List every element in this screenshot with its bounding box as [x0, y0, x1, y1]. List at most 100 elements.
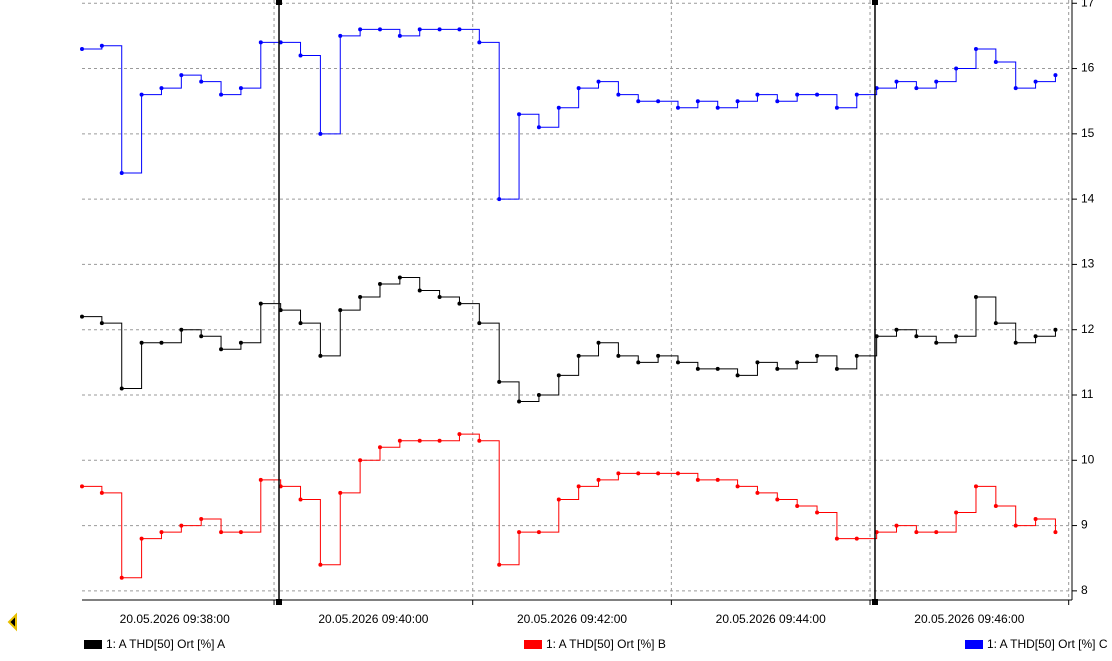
legend-label: 1: A THD[50] Ort [%] C [987, 637, 1108, 651]
data-point [993, 321, 998, 326]
data-point [377, 282, 382, 287]
data-point [556, 105, 561, 110]
data-point [934, 530, 939, 535]
data-point [179, 73, 184, 78]
y-tick-label: 13 [1081, 257, 1095, 271]
cursor-handle [276, 599, 283, 605]
data-point [358, 295, 363, 300]
data-point [99, 490, 104, 495]
data-point [338, 308, 343, 313]
data-point [596, 79, 601, 84]
data-point [338, 33, 343, 38]
data-point [656, 99, 661, 104]
data-point [318, 131, 323, 136]
data-point [99, 43, 104, 48]
data-point [457, 301, 462, 306]
cursor-handle [276, 0, 283, 5]
cursor-handle [871, 0, 878, 5]
data-point [576, 86, 581, 91]
data-point [934, 340, 939, 345]
data-point [735, 484, 740, 489]
data-point [576, 484, 581, 489]
scroll-left-button[interactable] [7, 612, 17, 632]
data-point [457, 432, 462, 437]
legend-swatch [524, 640, 542, 649]
data-point [973, 484, 978, 489]
data-point [934, 79, 939, 84]
data-point [517, 530, 522, 535]
data-point [219, 530, 224, 535]
data-point [358, 458, 363, 463]
data-point [695, 99, 700, 104]
data-point [854, 353, 859, 358]
data-point [656, 353, 661, 358]
data-point [298, 497, 303, 502]
data-point [238, 340, 243, 345]
x-tick-label: 20.05.2026 09:46:00 [914, 612, 1024, 626]
y-tick-label: 12 [1081, 322, 1095, 336]
data-point [377, 27, 382, 32]
data-point [894, 79, 899, 84]
cursor-handle [871, 599, 878, 605]
data-point [179, 523, 184, 528]
data-point [238, 530, 243, 535]
data-point [834, 536, 839, 541]
data-point [80, 314, 84, 319]
data-point [99, 321, 104, 326]
data-point [1033, 334, 1038, 339]
data-point [318, 562, 323, 567]
data-point [159, 340, 164, 345]
data-point [834, 366, 839, 371]
data-point [616, 92, 621, 97]
data-point [80, 484, 84, 489]
data-point [636, 99, 641, 104]
y-tick-label: 10 [1081, 452, 1095, 466]
data-point [815, 353, 820, 358]
data-point [219, 92, 224, 97]
data-point [755, 490, 760, 495]
data-point [1053, 530, 1058, 535]
data-point [80, 46, 84, 51]
data-point [1053, 327, 1058, 332]
data-point [954, 334, 959, 339]
data-point [894, 327, 899, 332]
data-point [477, 438, 482, 443]
data-point [834, 105, 839, 110]
data-point [675, 471, 680, 476]
data-point [1033, 517, 1038, 522]
data-point [576, 353, 581, 358]
data-point [199, 79, 204, 84]
legend-swatch [84, 640, 102, 649]
data-point [119, 171, 124, 176]
data-point [656, 471, 661, 476]
data-point [536, 392, 541, 397]
legend-label: 1: A THD[50] Ort [%] A [106, 637, 225, 651]
data-point [775, 497, 780, 502]
data-point [914, 334, 919, 339]
data-point [497, 197, 502, 202]
data-point [377, 445, 382, 450]
data-point [437, 27, 442, 32]
data-point [417, 288, 422, 293]
data-point [258, 40, 263, 45]
data-point [775, 366, 780, 371]
data-point [139, 340, 144, 345]
data-point [437, 295, 442, 300]
y-tick-label: 17 [1081, 0, 1095, 9]
data-point [795, 360, 800, 365]
y-tick-label: 14 [1081, 191, 1095, 205]
data-point [517, 399, 522, 404]
data-point [795, 92, 800, 97]
data-point [815, 92, 820, 97]
data-point [715, 105, 720, 110]
data-point [993, 60, 998, 65]
data-point [397, 438, 402, 443]
data-point [636, 471, 641, 476]
data-point [795, 503, 800, 508]
data-point [695, 477, 700, 482]
data-point [914, 530, 919, 535]
y-tick-label: 16 [1081, 61, 1095, 75]
data-point [536, 530, 541, 535]
data-point [338, 490, 343, 495]
